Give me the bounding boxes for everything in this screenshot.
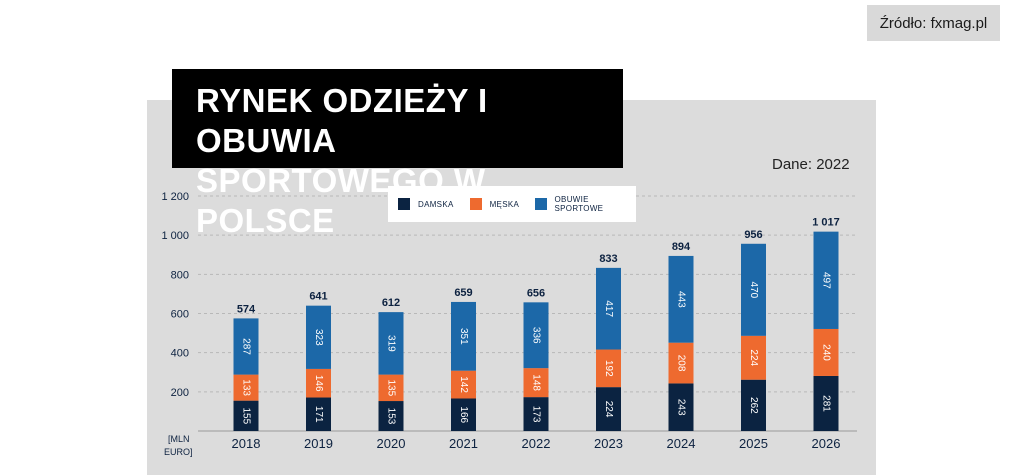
legend-label-obuwie: OBUWIE SPORTOWE <box>554 195 604 213</box>
bar-segment <box>451 398 476 431</box>
x-tick-label: 2023 <box>594 436 623 451</box>
legend-swatch-obuwie <box>535 198 547 210</box>
bar-value-label: 155 <box>240 407 251 424</box>
bar-value-label: 135 <box>385 379 396 396</box>
bar-segment <box>741 243 766 336</box>
y-tick-label: 800 <box>171 269 189 281</box>
bar-value-label: 319 <box>385 335 396 352</box>
bar-segment <box>378 374 404 402</box>
legend: DAMSKA MĘSKA OBUWIE SPORTOWE <box>388 186 636 222</box>
bar-value-label: 470 <box>748 281 759 298</box>
bar-segment <box>596 387 621 431</box>
bar-segment <box>233 400 259 431</box>
y-tick-label: 200 <box>171 387 189 399</box>
legend-swatch-meska <box>469 198 482 210</box>
bar-value-label: 287 <box>240 338 251 355</box>
legend-item-damska: DAMSKA <box>398 198 454 210</box>
legend-label-meska: MĘSKA <box>489 199 520 209</box>
bar-total-label: 1 017 <box>812 217 840 229</box>
bar-value-label: 417 <box>603 300 614 317</box>
y-unit-label-2: EURO] <box>164 447 193 457</box>
bar-segment <box>451 301 476 371</box>
bar-value-label: 208 <box>675 355 686 372</box>
bar-segment <box>378 401 404 431</box>
bar-value-label: 173 <box>530 406 541 423</box>
bar-segment <box>523 302 549 369</box>
y-tick-label: 1 000 <box>161 230 189 242</box>
bar-segment <box>451 370 476 399</box>
bar-segment <box>233 318 259 375</box>
bar-value-label: 243 <box>675 399 686 416</box>
bar-segment <box>813 328 839 376</box>
bar-value-label: 443 <box>675 291 686 308</box>
y-tick-label: 1 200 <box>161 191 189 203</box>
bar-value-label: 148 <box>530 374 541 391</box>
y-unit-label-1: [MLN <box>168 434 190 444</box>
bar-segment <box>741 335 766 380</box>
bar-segment <box>306 368 331 398</box>
bar-value-label: 224 <box>603 401 614 418</box>
x-tick-label: 2020 <box>377 436 406 451</box>
bar-value-label: 192 <box>603 360 614 377</box>
bar-total-label: 894 <box>672 241 691 253</box>
bar-segment <box>233 374 259 401</box>
data-year-label: Dane: 2022 <box>772 156 850 173</box>
legend-label-damska: DAMSKA <box>418 199 454 209</box>
bar-segment <box>668 342 694 384</box>
bar-total-label: 612 <box>382 297 400 309</box>
bar-value-label: 240 <box>820 344 831 361</box>
x-tick-label: 2022 <box>522 436 551 451</box>
source-text: Źródło: fxmag.pl <box>879 14 988 32</box>
bar-total-label: 659 <box>454 287 472 299</box>
bar-segment <box>306 397 331 431</box>
bar-value-label: 336 <box>530 327 541 344</box>
bar-segment <box>668 255 694 343</box>
bar-segment <box>306 305 331 369</box>
bar-value-label: 281 <box>820 395 831 412</box>
bar-segment <box>523 397 549 431</box>
bar-segment <box>668 383 694 431</box>
y-tick-label: 400 <box>171 348 189 360</box>
chart-title: RYNEK ODZIEŻY I OBUWIA SPORTOWEGO W POLS… <box>172 69 623 239</box>
bar-value-label: 224 <box>748 349 759 366</box>
bar-value-label: 166 <box>458 406 469 423</box>
x-tick-label: 2025 <box>739 436 768 451</box>
bar-value-label: 146 <box>313 375 324 392</box>
bar-value-label: 323 <box>313 329 324 346</box>
bar-segment <box>378 312 404 375</box>
x-tick-label: 2026 <box>812 436 841 451</box>
bar-total-label: 656 <box>527 287 545 299</box>
bar-value-label: 171 <box>313 406 324 423</box>
bar-value-label: 133 <box>240 379 251 396</box>
x-tick-label: 2021 <box>449 436 478 451</box>
bar-segment <box>596 349 621 388</box>
bar-segment <box>741 379 766 431</box>
y-tick-label: 600 <box>171 309 189 321</box>
bar-total-label: 956 <box>744 229 762 241</box>
bar-segment <box>523 368 549 398</box>
bar-total-label: 574 <box>237 303 256 315</box>
bar-segment <box>596 267 621 350</box>
source-badge: Źródło: fxmag.pl <box>867 5 1000 41</box>
bar-value-label: 153 <box>385 408 396 425</box>
bar-value-label: 351 <box>458 328 469 345</box>
legend-item-obuwie: OBUWIE SPORTOWE <box>535 195 636 213</box>
bar-value-label: 497 <box>820 272 831 289</box>
x-tick-label: 2019 <box>304 436 333 451</box>
legend-item-meska: MĘSKA <box>469 198 520 210</box>
bar-total-label: 641 <box>309 291 327 303</box>
legend-swatch-damska <box>398 198 410 210</box>
x-tick-label: 2024 <box>667 436 696 451</box>
bar-value-label: 262 <box>748 397 759 414</box>
title-line-1: RYNEK ODZIEŻY I OBUWIA <box>196 82 488 159</box>
bar-segment <box>813 375 839 431</box>
x-tick-label: 2018 <box>232 436 261 451</box>
title-line-2: SPORTOWEGO W POLSCE <box>196 162 486 239</box>
bar-value-label: 142 <box>458 376 469 393</box>
bar-total-label: 833 <box>599 253 617 265</box>
bar-segment <box>813 231 839 329</box>
